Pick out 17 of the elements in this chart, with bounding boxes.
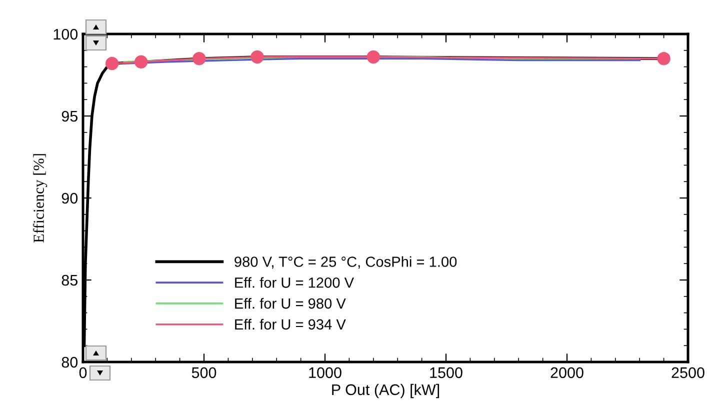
x-tick-label: 2000 [550,367,584,378]
y-tick-label: 100 [54,28,78,40]
x-tick-label: 1000 [309,367,342,378]
legend-label: Eff. for U = 980 V [235,298,346,309]
y-tick-label: 80 [62,356,78,368]
y-tick-label: 90 [62,192,78,204]
legend-label: Eff. for U = 934 V [235,318,346,330]
x-axis-title: P Out (AC) [kW] [332,384,440,398]
x-tick-label: 0 [79,367,87,378]
y-axis-title: Efficiency [%] [33,154,48,243]
legend-label: 980 V, T°C = 25 °C, CosPhi = 1.00 [234,256,457,269]
x-tick-label: 500 [192,367,216,378]
legend-label: Eff. for U = 1200 V [235,277,354,288]
y-tick-label: 95 [62,110,78,122]
x-tick-label: 2500 [672,367,704,378]
x-tick-label: 1500 [430,367,462,378]
y-tick-label: 85 [62,274,78,286]
